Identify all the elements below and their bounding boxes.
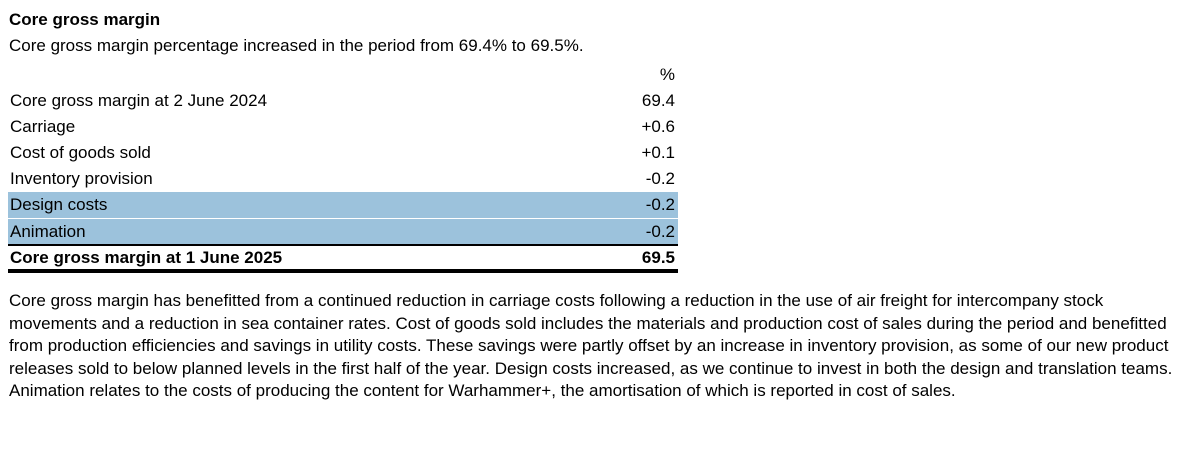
row-label: Inventory provision: [10, 169, 153, 188]
margin-bridge-table: % Core gross margin at 2 June 2024 69.4 …: [8, 62, 678, 273]
row-label: Cost of goods sold: [10, 143, 151, 162]
row-label: Animation: [10, 221, 86, 241]
row-label: Carriage: [10, 117, 76, 136]
table-row: Cost of goods sold +0.1: [8, 140, 678, 166]
intro-text: Core gross margin percentage increased i…: [9, 36, 584, 55]
row-value: -0.2: [645, 221, 675, 241]
row-value: -0.2: [645, 169, 675, 188]
row-value: 69.4: [641, 91, 675, 110]
row-value: +0.1: [641, 143, 675, 162]
section-heading: Core gross margin: [9, 10, 161, 29]
table-row-highlighted: Animation -0.2: [8, 218, 678, 244]
total-label: Core gross margin at 1 June 2025: [10, 247, 283, 267]
row-label: Design costs: [10, 195, 108, 214]
unit-label: %: [659, 65, 675, 84]
commentary-paragraph: Core gross margin has benefitted from a …: [9, 291, 1173, 401]
row-label: Core gross margin at 2 June 2024: [10, 91, 268, 110]
row-value: -0.2: [645, 195, 675, 214]
table-row: Inventory provision -0.2: [8, 166, 678, 192]
total-value: 69.5: [641, 247, 675, 267]
table-row-highlighted: Design costs -0.2: [8, 192, 678, 218]
unit-header-row: %: [8, 62, 678, 88]
total-row: Core gross margin at 1 June 2025 69.5: [8, 244, 678, 273]
table-row: Core gross margin at 2 June 2024 69.4: [8, 88, 678, 114]
table-row: Carriage +0.6: [8, 114, 678, 140]
row-value: +0.6: [641, 117, 675, 136]
